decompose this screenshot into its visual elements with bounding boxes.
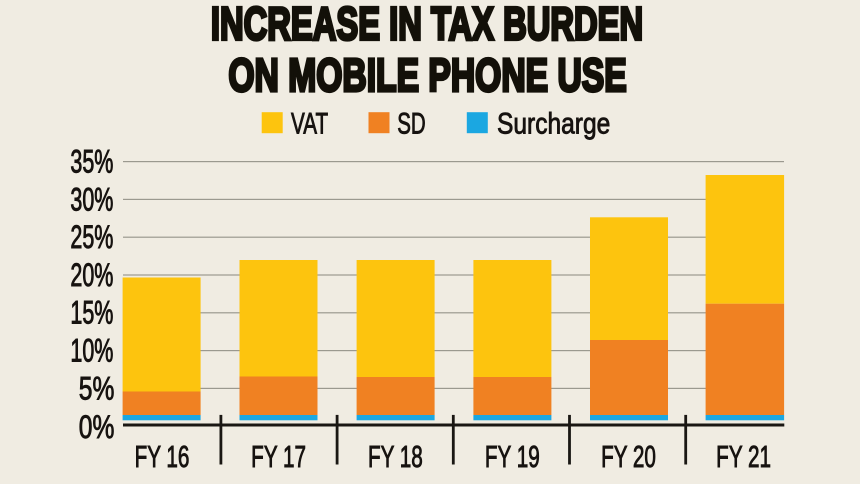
svg-text:FY 17: FY 17 — [251, 439, 306, 474]
svg-text:FY 16: FY 16 — [135, 439, 190, 474]
svg-text:SD: SD — [397, 108, 425, 141]
svg-text:30%: 30% — [70, 181, 113, 217]
svg-text:20%: 20% — [70, 257, 113, 293]
svg-text:10%: 10% — [70, 332, 113, 368]
svg-text:INCREASE IN TAX BURDEN: INCREASE IN TAX BURDEN — [211, 0, 643, 50]
svg-text:25%: 25% — [70, 219, 113, 255]
svg-text:35%: 35% — [70, 143, 113, 179]
svg-text:5%: 5% — [79, 371, 115, 407]
svg-text:0%: 0% — [79, 410, 115, 446]
svg-text:FY 19: FY 19 — [485, 439, 540, 474]
svg-text:FY 20: FY 20 — [601, 439, 656, 474]
svg-text:FY 18: FY 18 — [368, 439, 423, 474]
svg-text:FY 21: FY 21 — [716, 439, 771, 474]
svg-text:Surcharge: Surcharge — [497, 106, 610, 140]
svg-text:15%: 15% — [70, 294, 113, 330]
svg-text:VAT: VAT — [291, 108, 328, 141]
svg-text:ON MOBILE PHONE USE: ON MOBILE PHONE USE — [228, 49, 626, 102]
